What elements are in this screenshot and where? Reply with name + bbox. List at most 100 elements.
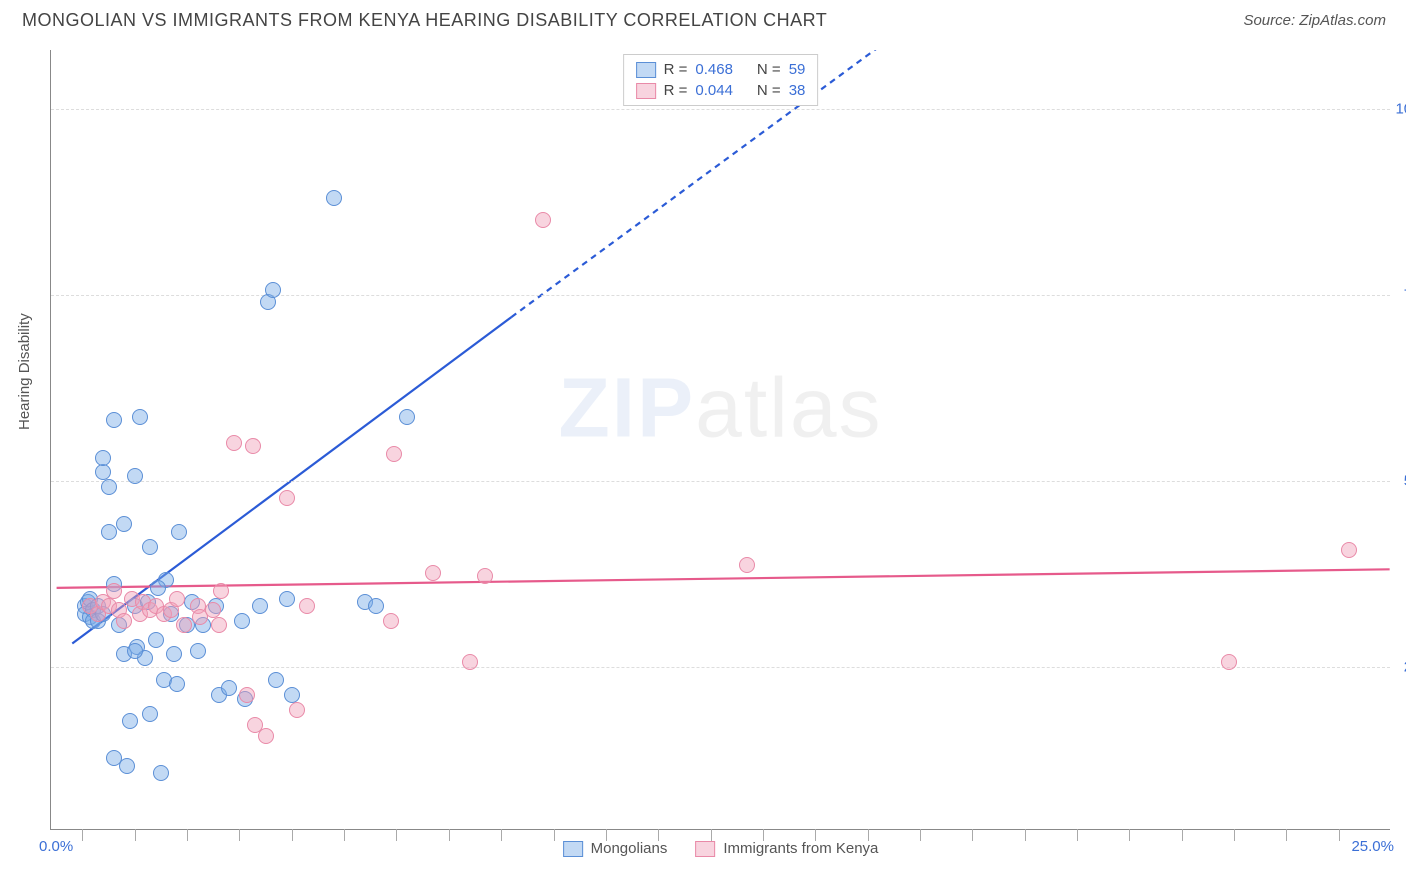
x-tick [711,829,712,841]
x-tick [187,829,188,841]
data-point [106,412,122,428]
data-point [1341,542,1357,558]
data-point [153,765,169,781]
data-point [299,598,315,614]
data-point [386,446,402,462]
x-tick [868,829,869,841]
origin-label: 0.0% [39,838,73,855]
data-point [106,750,122,766]
data-point [106,583,122,599]
x-tick [1077,829,1078,841]
r-value-a: 0.468 [695,61,733,78]
x-tick [658,829,659,841]
data-point [226,435,242,451]
data-point [739,557,755,573]
swatch-a [636,62,656,78]
data-point [205,602,221,618]
data-point [245,438,261,454]
data-point [132,409,148,425]
data-point [289,702,305,718]
data-point [326,190,342,206]
data-point [116,613,132,629]
data-point [477,568,493,584]
x-tick [1182,829,1183,841]
n-label-b: N = [757,82,781,99]
legend-label-a: Mongolians [591,840,668,857]
data-point [101,479,117,495]
n-label-a: N = [757,61,781,78]
data-point [95,464,111,480]
data-point [234,613,250,629]
legend-row-b: R = 0.044 N = 38 [636,80,806,101]
legend-item-a: Mongolians [563,840,668,857]
data-point [425,565,441,581]
legend-row-a: R = 0.468 N = 59 [636,59,806,80]
data-point [258,728,274,744]
x-tick [449,829,450,841]
watermark-zip: ZIP [558,361,695,455]
gridline [51,667,1390,668]
data-point [166,646,182,662]
data-point [1221,654,1237,670]
r-value-b: 0.044 [695,82,733,99]
data-point [265,282,281,298]
data-point [169,591,185,607]
r-label-a: R = [664,61,688,78]
data-point [462,654,478,670]
x-tick [344,829,345,841]
data-point [142,539,158,555]
legend-series: Mongolians Immigrants from Kenya [563,840,879,857]
data-point [279,490,295,506]
x-tick [292,829,293,841]
source-label: Source: ZipAtlas.com [1243,12,1386,29]
x-tick [920,829,921,841]
data-point [142,706,158,722]
x-tick [239,829,240,841]
watermark: ZIPatlas [558,360,882,457]
gridline [51,109,1390,110]
x-tick [1339,829,1340,841]
data-point [176,617,192,633]
data-point [169,676,185,692]
data-point [284,687,300,703]
x-tick [1234,829,1235,841]
watermark-atlas: atlas [695,361,882,455]
x-tick [396,829,397,841]
data-point [95,450,111,466]
x-max-label: 25.0% [1351,838,1394,855]
data-point [127,468,143,484]
swatch-b [636,83,656,99]
data-point [399,409,415,425]
data-point [171,524,187,540]
x-tick [135,829,136,841]
data-point [213,583,229,599]
x-tick [972,829,973,841]
data-point [252,598,268,614]
data-point [150,580,166,596]
x-tick [501,829,502,841]
header: MONGOLIAN VS IMMIGRANTS FROM KENYA HEARI… [0,0,1406,37]
y-axis-label: Hearing Disability [16,313,33,430]
data-point [279,591,295,607]
x-tick [554,829,555,841]
x-tick [82,829,83,841]
n-value-b: 38 [789,82,806,99]
data-point [211,617,227,633]
x-tick [1129,829,1130,841]
y-tick-label: 10.0% [1395,101,1406,118]
data-point [190,643,206,659]
legend-label-b: Immigrants from Kenya [723,840,878,857]
data-point [368,598,384,614]
r-label-b: R = [664,82,688,99]
x-tick [1025,829,1026,841]
data-point [221,680,237,696]
x-tick [606,829,607,841]
data-point [268,672,284,688]
chart-area: ZIPatlas R = 0.468 N = 59 R = 0.044 N = … [50,50,1390,830]
legend-correlation: R = 0.468 N = 59 R = 0.044 N = 38 [623,54,819,106]
data-point [116,516,132,532]
swatch-b2 [695,841,715,857]
data-point [101,524,117,540]
data-point [239,687,255,703]
data-point [122,713,138,729]
